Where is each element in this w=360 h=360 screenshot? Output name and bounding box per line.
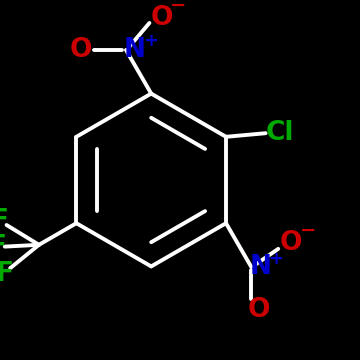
Text: +: + <box>268 250 283 268</box>
Text: Cl: Cl <box>266 120 294 146</box>
Text: N: N <box>124 37 146 63</box>
Text: F: F <box>0 261 14 287</box>
Text: O: O <box>151 5 173 31</box>
Text: −: − <box>170 0 186 14</box>
Text: +: + <box>143 32 158 50</box>
Text: −: − <box>300 221 316 240</box>
Text: F: F <box>0 208 8 234</box>
Text: F: F <box>0 234 6 260</box>
Text: O: O <box>247 297 270 323</box>
Text: N: N <box>249 254 271 280</box>
Text: O: O <box>280 230 302 256</box>
Text: O: O <box>70 37 92 63</box>
